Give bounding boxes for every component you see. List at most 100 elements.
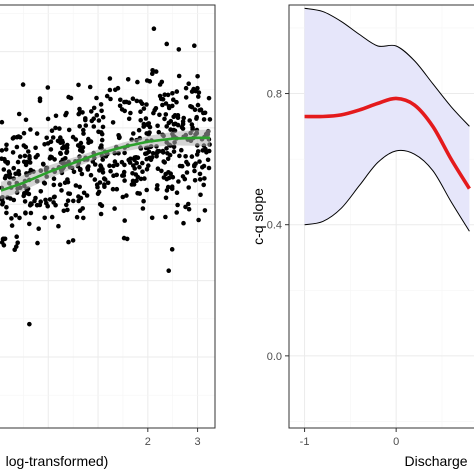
scatter-point	[144, 156, 149, 162]
scatter-point	[94, 95, 99, 101]
scatter-point	[42, 181, 48, 186]
scatter-point	[99, 137, 105, 143]
scatter-point	[207, 117, 213, 122]
scatter-point	[138, 176, 144, 182]
scatter-point	[174, 190, 180, 195]
scatter-point	[96, 118, 102, 123]
scatter-point	[195, 85, 200, 91]
scatter-point	[110, 120, 116, 125]
scatter-point	[140, 169, 145, 174]
scatter-point	[57, 126, 62, 131]
scatter-point	[149, 215, 155, 221]
scatter-point	[132, 157, 137, 163]
scatter-point	[33, 195, 38, 201]
scatter-point	[14, 134, 20, 140]
scatter-point	[122, 108, 127, 114]
scatter-point	[61, 208, 67, 214]
scatter-point	[1, 167, 7, 172]
scatter-point	[164, 146, 169, 151]
left-smooth-line	[0, 136, 211, 192]
scatter-point	[66, 127, 72, 133]
scatter-point	[73, 183, 79, 188]
scatter-point	[126, 116, 132, 122]
scatter-point	[58, 151, 63, 156]
scatter-point	[196, 90, 202, 95]
scatter-point	[177, 153, 182, 159]
scatter-point	[169, 247, 175, 252]
scatter-point	[146, 149, 152, 154]
scatter-point	[133, 172, 139, 177]
scatter-point	[165, 151, 170, 156]
scatter-point	[176, 179, 181, 184]
scatter-point	[164, 41, 170, 47]
scatter-point	[205, 157, 211, 163]
scatter-point	[52, 194, 57, 200]
scatter-point	[88, 139, 94, 144]
scatter-point	[3, 147, 9, 152]
scatter-point	[143, 116, 149, 121]
scatter-point	[145, 121, 150, 127]
scatter-point	[98, 102, 104, 107]
scatter-point	[166, 268, 172, 274]
right-band-upper	[304, 7, 470, 127]
scatter-point	[138, 109, 143, 114]
scatter-point	[94, 112, 100, 118]
scatter-point	[143, 151, 148, 157]
right-y-tick-label: 0.8	[267, 89, 282, 101]
scatter-point	[13, 244, 19, 249]
scatter-point	[4, 205, 9, 210]
scatter-point	[201, 117, 207, 122]
scatter-point	[141, 198, 146, 204]
scatter-point	[171, 149, 177, 154]
scatter-point	[196, 217, 201, 223]
scatter-point	[4, 210, 9, 216]
scatter-point	[140, 160, 145, 166]
scatter-point	[53, 113, 59, 119]
scatter-point	[174, 210, 179, 215]
scatter-point	[153, 69, 159, 74]
scatter-point	[27, 321, 32, 327]
scatter-point	[189, 122, 195, 127]
scatter-point	[0, 202, 5, 207]
scatter-point	[80, 145, 86, 150]
scatter-point	[66, 191, 71, 196]
scatter-point	[144, 102, 149, 107]
scatter-point	[165, 184, 171, 190]
right-slope-line	[304, 96, 471, 190]
scatter-point	[156, 129, 162, 135]
scatter-point	[186, 206, 192, 212]
left-x-axis-title: log-transformed)	[6, 453, 109, 469]
scatter-point	[185, 162, 191, 167]
scatter-point	[181, 220, 186, 226]
scatter-point	[136, 127, 142, 133]
scatter-point	[95, 184, 100, 190]
left-x-tick-label: 2	[145, 436, 151, 448]
scatter-point	[9, 216, 14, 221]
scatter-point	[15, 240, 20, 245]
scatter-point	[76, 82, 81, 88]
scatter-point	[194, 114, 199, 120]
scatter-point	[163, 214, 168, 220]
scatter-point	[116, 135, 122, 141]
scatter-point	[146, 163, 151, 168]
scatter-point	[108, 168, 113, 174]
right-panel-border	[288, 4, 474, 429]
scatter-point	[183, 204, 188, 210]
scatter-point	[68, 95, 74, 101]
scatter-point	[17, 154, 23, 159]
scatter-point	[111, 163, 116, 169]
scatter-point	[157, 82, 163, 87]
scatter-point	[64, 150, 69, 155]
right-x-tick-label: 0	[393, 436, 399, 448]
scatter-point	[176, 73, 182, 79]
scatter-point	[41, 162, 46, 167]
scatter-point	[154, 150, 160, 156]
scatter-point	[10, 150, 16, 155]
scatter-point	[99, 143, 104, 148]
scatter-point	[135, 155, 141, 160]
scatter-point	[79, 171, 85, 177]
scatter-point	[112, 159, 118, 164]
right-series-line	[304, 96, 471, 190]
scatter-point	[35, 240, 40, 246]
scatter-point	[131, 163, 136, 168]
